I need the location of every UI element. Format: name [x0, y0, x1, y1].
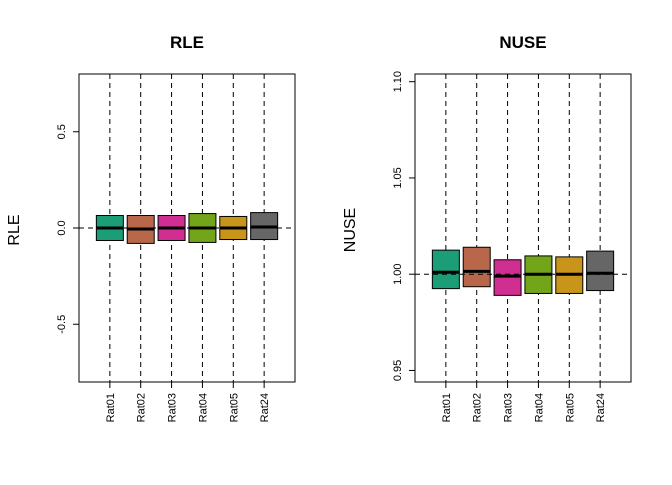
rle-y-axis-label: RLE: [6, 214, 23, 245]
nuse-x-tick-label: Rat05: [564, 393, 576, 422]
rle-x-tick-label: Rat24: [259, 393, 271, 422]
panel-nuse: NUSE NUSE 0.95 1.00 1.05 1.10 Rat01 Rat02 Rat0…: [342, 33, 632, 422]
panel-rle: RLE RLE -0.5 0.0 0.5 Rat01 Rat02 Rat03 Rat04 Ra…: [6, 33, 296, 422]
rle-x-tick-label: Rat04: [197, 393, 209, 422]
rle-x-tick-label: Rat02: [136, 393, 148, 422]
nuse-y-tick-label: 0.95: [392, 360, 404, 381]
rle-panel-title: RLE: [170, 33, 204, 52]
nuse-x-tick-label: Rat03: [503, 393, 515, 422]
rle-x-tick-label: Rat05: [228, 393, 240, 422]
nuse-y-tick-label: 1.00: [392, 263, 404, 284]
nuse-y-tick-label: 1.05: [392, 167, 404, 188]
nuse-box-rat01: [431, 249, 460, 290]
rle-y-tick-label: 0.5: [56, 124, 68, 139]
rle-x-tick-label: Rat03: [167, 393, 179, 422]
nuse-x-tick-label: Rat04: [533, 393, 545, 422]
nuse-y-tick-label: 1.10: [392, 71, 404, 92]
rle-x-tick-label: Rat01: [105, 393, 117, 422]
rle-plot-area: -0.5 0.0 0.5 Rat01 Rat02 Rat03 Rat04 Rat05 Rat24: [56, 73, 296, 422]
rle-y-tick-label: -0.5: [56, 315, 68, 334]
nuse-x-tick-label: Rat02: [472, 393, 484, 422]
nuse-plot-area: 0.95 1.00 1.05 1.10 Rat01 Rat02 Rat03 Rat04 Rat0…: [392, 71, 632, 422]
nuse-panel-title: NUSE: [499, 33, 546, 52]
nuse-y-axis-label: NUSE: [342, 208, 359, 252]
rle-y-tick-label: 0.0: [56, 220, 68, 235]
nuse-box-rat24: [586, 250, 615, 292]
nuse-plot-frame: [414, 73, 632, 383]
nuse-x-tick-label: Rat01: [441, 393, 453, 422]
nuse-x-tick-label: Rat24: [595, 393, 607, 422]
nuse-box-rat02: [462, 246, 491, 288]
